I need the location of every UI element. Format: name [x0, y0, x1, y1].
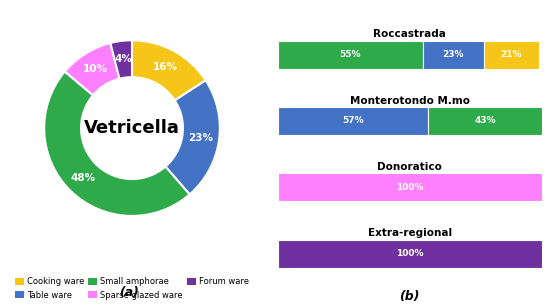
Legend: Cooking ware, Table ware, Small amphorae, Sparse glazed ware, Forum ware: Cooking ware, Table ware, Small amphorae… [15, 278, 249, 300]
Bar [423, 41, 483, 69]
Text: (b): (b) [399, 290, 420, 303]
Text: (a): (a) [119, 286, 139, 299]
Text: Extra-regional: Extra-regional [368, 228, 452, 238]
Text: 4%: 4% [114, 54, 133, 64]
Text: 23%: 23% [443, 50, 464, 59]
Wedge shape [166, 80, 220, 194]
Text: 23%: 23% [188, 133, 213, 143]
Text: 55%: 55% [339, 50, 361, 59]
Bar [428, 107, 542, 135]
Text: Monterotondo M.mo: Monterotondo M.mo [350, 95, 470, 106]
Wedge shape [111, 40, 132, 79]
Bar [278, 107, 428, 135]
Wedge shape [44, 71, 190, 216]
Text: 100%: 100% [396, 183, 424, 192]
Wedge shape [132, 40, 206, 100]
Text: 16%: 16% [153, 62, 178, 72]
Text: 43%: 43% [474, 117, 496, 125]
Bar [278, 41, 423, 69]
Text: Roccastrada: Roccastrada [373, 29, 446, 39]
Text: 100%: 100% [396, 249, 424, 258]
Bar [483, 41, 539, 69]
Text: 10%: 10% [82, 64, 108, 74]
Text: Vetricella: Vetricella [84, 119, 180, 137]
Text: Donoratico: Donoratico [377, 162, 442, 172]
Wedge shape [65, 43, 119, 95]
Text: 48%: 48% [71, 173, 96, 183]
Text: 21%: 21% [500, 50, 522, 59]
Text: 57%: 57% [342, 117, 364, 125]
